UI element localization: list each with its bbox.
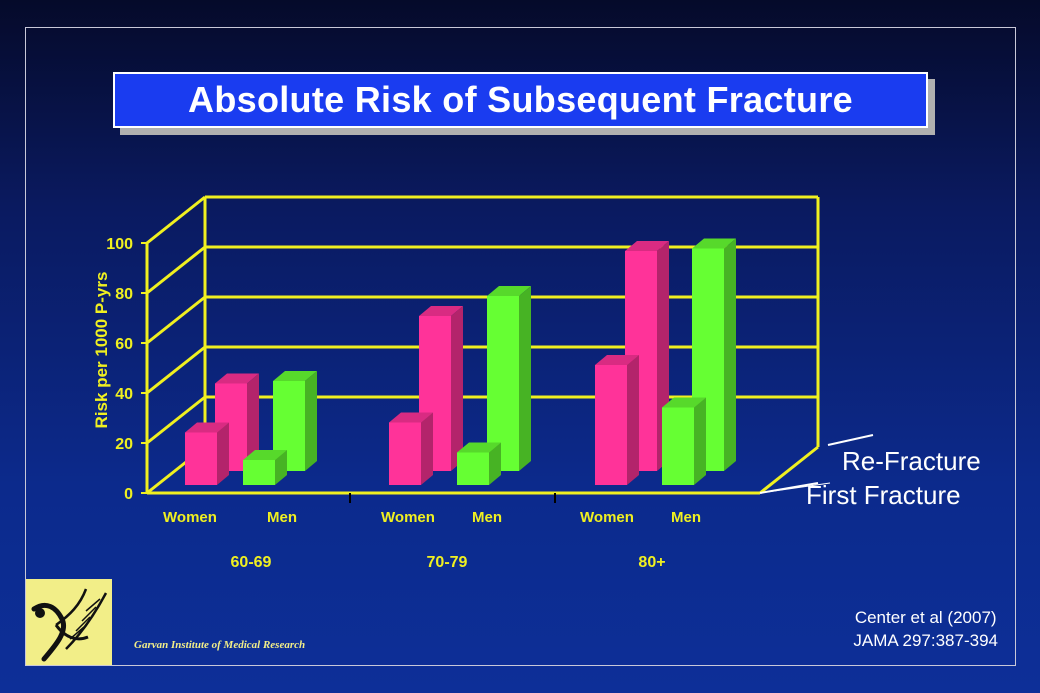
garvan-logo [26,579,112,665]
y-axis-label: Risk per 1000 P-yrs [92,272,111,429]
institute-caption: Garvan Institute of Medical Research [134,639,306,651]
y-tick-label: 0 [124,486,133,503]
first-fracture-bar-side [489,442,501,485]
citation: Center et al (2007) JAMA 297:387-394 [853,606,998,652]
y-tick-label: 40 [115,386,133,403]
re-fracture-bar-side [724,238,736,471]
re-fracture-bar-top [625,241,669,251]
first-fracture-bar-side [694,397,706,485]
x-age-group-label: 60-69 [231,554,272,571]
x-sex-label: Men [267,509,297,526]
y-tick-label: 80 [115,286,133,303]
first-fracture-bar-side [217,422,229,485]
x-sex-label: Women [580,509,634,526]
first-fracture-bar-side [275,450,287,485]
re-fracture-bar-top [692,238,736,249]
x-sex-label: Men [671,509,701,526]
title-box: Absolute Risk of Subsequent Fracture [113,72,928,128]
first-fracture-bar-side [627,355,639,485]
re-fracture-bar-top [419,306,463,316]
x-sex-label: Women [381,509,435,526]
first-fracture-bar [457,452,489,485]
re-fracture-bar-side [451,306,463,471]
first-fracture-bar-top [662,397,706,408]
side-wall-gridline [146,195,206,245]
first-fracture-bar [389,422,421,485]
re-fracture-bar-side [247,373,259,471]
depth-tick-line [759,482,831,494]
x-sex-label: Women [163,509,217,526]
first-fracture-bar-top [389,412,433,423]
y-tick-label: 20 [115,436,133,453]
legend-re-fracture: Re-Fracture [842,446,981,476]
re-fracture-bar-side [519,286,531,471]
y-tick-label: 60 [115,336,133,353]
side-wall-gridline [146,395,206,445]
side-wall-gridline [146,295,206,345]
y-tick-label: 100 [106,236,133,253]
first-fracture-bar-top [243,450,287,460]
first-fracture-bar-top [457,442,501,453]
side-wall-gridline [146,245,206,295]
depth-tick-re [827,434,874,446]
side-wall-gridline [146,345,206,395]
first-fracture-bar-top [595,355,639,365]
re-fracture-bar-top [273,371,317,381]
x-age-group-label: 70-79 [427,554,468,571]
re-fracture-bar [487,296,519,471]
slide-frame [25,27,1016,666]
legend-first-fracture: First Fracture [806,480,961,510]
dna-figure-icon [31,588,108,662]
first-fracture-bar [662,407,694,485]
re-fracture-bar-top [215,373,259,384]
first-fracture-bar [243,460,275,485]
re-fracture-bar-side [305,371,317,471]
slide-title: Absolute Risk of Subsequent Fracture [188,79,853,120]
re-fracture-bar-top [487,286,531,296]
first-fracture-bar-side [421,412,433,485]
first-fracture-bar [595,365,627,485]
x-sex-label: Men [472,509,502,526]
first-fracture-bar-top [185,422,229,433]
x-age-group-label: 80+ [638,554,665,571]
citation-authors: Center et al (2007) [854,608,997,627]
citation-journal: JAMA 297:387-394 [853,631,998,650]
floor-right-edge [759,445,819,495]
first-fracture-bar [185,432,217,485]
